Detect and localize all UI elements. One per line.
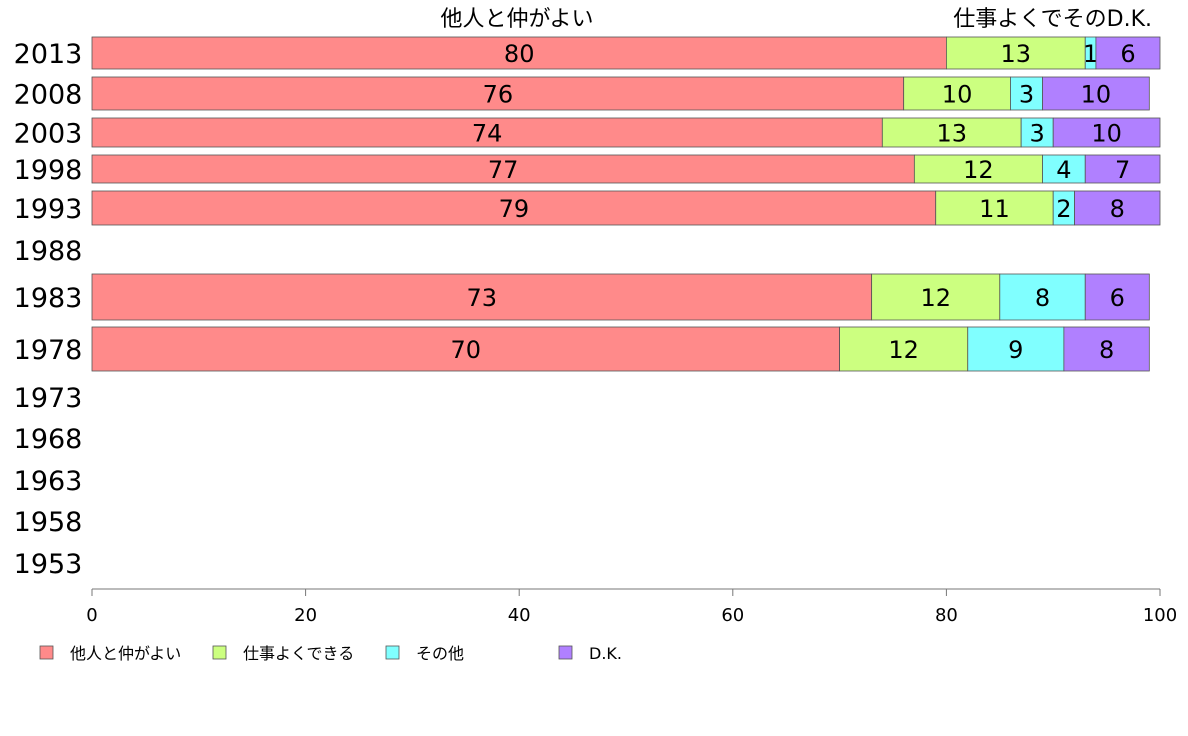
bar-segment-1983-1 xyxy=(871,273,1001,321)
y-tick-label-1988: 1988 xyxy=(14,236,83,267)
data-label-2008-0: 76 xyxy=(483,81,514,109)
x-tick-label-80: 80 xyxy=(935,605,958,626)
legend: 他人と仲がよい 仕事よくできる その他 D.K. xyxy=(39,644,622,663)
bar-row-2008: 76 10 3 10 xyxy=(91,76,1150,111)
bar-row-1993: 79 11 2 8 xyxy=(91,190,1161,226)
bar-segment-1998-1 xyxy=(913,154,1043,184)
bar-segment-2003-1 xyxy=(881,117,1022,148)
legend-item-2: その他 xyxy=(385,644,464,663)
x-tick-label-40: 40 xyxy=(508,605,531,626)
bar-segment-1998-3 xyxy=(1084,154,1161,184)
bar-segment-2013-0 xyxy=(91,36,947,70)
y-tick-label-1963: 1963 xyxy=(14,466,83,497)
y-tick-label-1958: 1958 xyxy=(14,507,83,538)
data-label-1998-2: 4 xyxy=(1056,156,1071,184)
y-axis-labels: 2013 2008 2003 1998 1993 1988 1983 1978 1973 1968… xyxy=(14,39,83,580)
legend-swatch-1 xyxy=(212,645,227,660)
y-tick-label-1983: 1983 xyxy=(14,283,83,314)
data-label-1983-3: 6 xyxy=(1110,284,1125,312)
data-label-2008-1: 10 xyxy=(942,81,973,109)
bar-segment-2003-0 xyxy=(91,117,883,148)
legend-label-1: 仕事よくできる xyxy=(243,644,354,663)
y-tick-label-1978: 1978 xyxy=(14,335,83,366)
bar-segment-1998-0 xyxy=(91,154,915,184)
bar-row-1998: 77 12 4 7 xyxy=(91,154,1161,184)
top-label-1: 仕事よくでそのD.K. xyxy=(953,7,1152,32)
bar-segment-1983-2 xyxy=(999,273,1086,321)
x-tick-label-100: 100 xyxy=(1143,605,1177,626)
x-tick-label-60: 60 xyxy=(721,605,744,626)
data-label-2013-0: 80 xyxy=(504,40,535,68)
data-label-1978-2: 9 xyxy=(1008,336,1023,364)
bar-row-2013: 80 13 1 6 xyxy=(91,36,1161,70)
data-label-2003-0: 74 xyxy=(472,120,503,148)
data-label-1993-2: 2 xyxy=(1056,195,1071,223)
data-label-2008-2: 3 xyxy=(1019,81,1034,109)
data-label-2003-3: 10 xyxy=(1091,120,1122,148)
data-label-2013-2: 1 xyxy=(1083,40,1098,68)
data-label-1978-3: 8 xyxy=(1099,336,1114,364)
data-label-1998-1: 12 xyxy=(963,156,994,184)
y-tick-label-2008: 2008 xyxy=(14,80,83,111)
bar-segment-1978-2 xyxy=(967,326,1065,372)
bar-segment-1983-3 xyxy=(1084,273,1150,321)
data-label-2013-3: 6 xyxy=(1120,40,1135,68)
data-label-1993-3: 8 xyxy=(1110,195,1125,223)
x-tick-label-20: 20 xyxy=(294,605,317,626)
bar-segment-1978-0 xyxy=(91,326,840,372)
bar-segment-2013-1 xyxy=(946,36,1086,70)
top-labels: 他人と仲がよい 仕事よくでそのD.K. xyxy=(441,7,1152,32)
legend-label-2: その他 xyxy=(416,644,464,663)
y-tick-label-1973: 1973 xyxy=(14,383,83,414)
bar-segment-2013-3 xyxy=(1095,36,1161,70)
x-tick-label-0: 0 xyxy=(86,605,97,626)
y-tick-label-1993: 1993 xyxy=(14,194,83,225)
data-label-2003-1: 13 xyxy=(936,120,967,148)
bar-segment-1978-3 xyxy=(1063,326,1150,372)
data-label-1998-3: 7 xyxy=(1115,156,1130,184)
legend-swatch-0 xyxy=(39,645,54,660)
bar-segment-1993-0 xyxy=(91,190,937,226)
data-label-1993-1: 11 xyxy=(979,195,1010,223)
data-label-1983-1: 12 xyxy=(920,284,951,312)
bar-row-2003: 74 13 3 10 xyxy=(91,117,1161,148)
legend-swatch-2 xyxy=(385,645,400,660)
y-tick-label-2003: 2003 xyxy=(14,119,83,150)
bar-segment-1983-0 xyxy=(91,273,873,321)
legend-item-1: 仕事よくできる xyxy=(212,644,354,663)
legend-label-0: 他人と仲がよい xyxy=(70,644,181,663)
data-label-1978-1: 12 xyxy=(888,336,919,364)
legend-label-3: D.K. xyxy=(589,644,622,663)
legend-item-3: D.K. xyxy=(558,644,622,663)
bar-segment-1993-3 xyxy=(1074,190,1161,226)
data-label-2008-3: 10 xyxy=(1081,81,1112,109)
data-label-1983-2: 8 xyxy=(1035,284,1050,312)
y-tick-label-1953: 1953 xyxy=(14,549,83,580)
x-axis: 0 20 40 60 80 100 xyxy=(86,588,1177,626)
data-label-1993-0: 79 xyxy=(499,195,530,223)
bar-segment-2008-1 xyxy=(903,76,1011,111)
bar-segment-2008-0 xyxy=(91,76,905,111)
y-tick-label-1968: 1968 xyxy=(14,424,83,455)
data-label-2003-2: 3 xyxy=(1030,120,1045,148)
data-label-1978-0: 70 xyxy=(451,336,482,364)
y-tick-label-2013: 2013 xyxy=(14,39,83,70)
legend-swatch-3 xyxy=(558,645,573,660)
y-tick-label-1998: 1998 xyxy=(14,155,83,186)
data-label-1983-0: 73 xyxy=(467,284,498,312)
bar-segment-1993-1 xyxy=(935,190,1054,226)
bar-segment-2003-3 xyxy=(1052,117,1161,148)
top-label-0: 他人と仲がよい xyxy=(441,7,594,32)
bar-row-1983: 73 12 8 6 xyxy=(91,273,1150,321)
bar-segment-2008-2 xyxy=(1010,76,1043,111)
bar-row-1978: 70 12 9 8 xyxy=(91,326,1150,372)
data-label-1998-0: 77 xyxy=(488,156,519,184)
bar-segment-2008-3 xyxy=(1042,76,1150,111)
data-label-2013-1: 13 xyxy=(1001,40,1032,68)
legend-item-0: 他人と仲がよい xyxy=(39,644,181,663)
